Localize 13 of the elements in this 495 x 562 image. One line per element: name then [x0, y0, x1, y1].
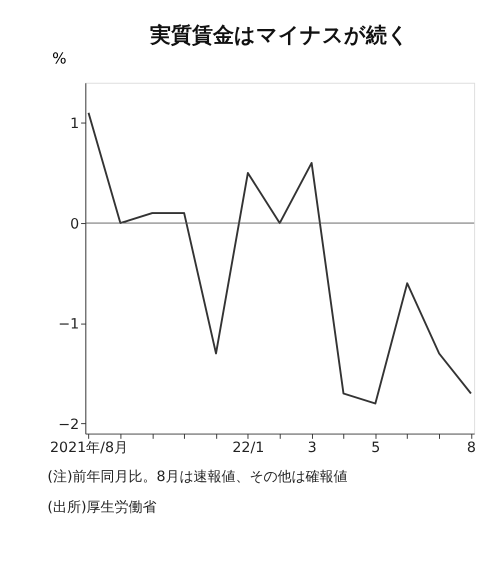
text: (注)前年同月比。8月は速報値、その他は確報値 [47, 469, 348, 486]
chart-title: 実質賃金はマイナスが続く [149, 22, 410, 47]
y-tick-label: 1 [70, 116, 80, 132]
x-tick-label: 3 [308, 440, 317, 456]
x-tick-label: 5 [371, 440, 380, 456]
y-tick-label: −2 [58, 416, 80, 433]
text: (出所)厚生労働省 [47, 499, 157, 516]
x-tick-label: 2021年/8月 [50, 440, 128, 456]
y-axis-title: % [52, 49, 66, 68]
x-tick-label: 22/1 [232, 440, 264, 456]
y-tick-label: 0 [70, 216, 80, 232]
x-tick-label: 8 [466, 440, 476, 456]
y-tick-label: −1 [58, 316, 80, 333]
